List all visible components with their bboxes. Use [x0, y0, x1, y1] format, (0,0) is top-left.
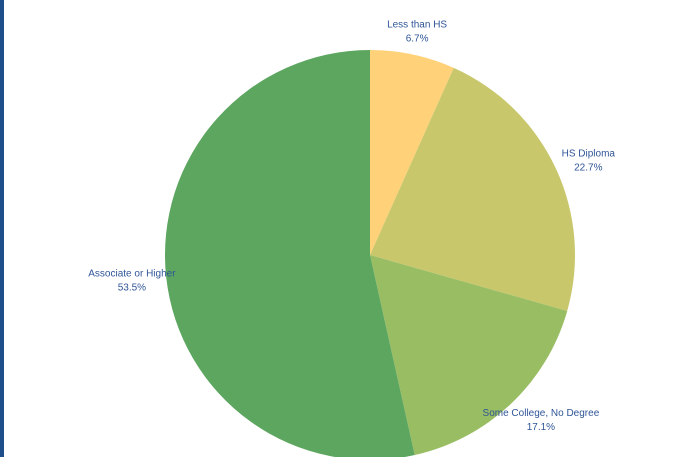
slice-category-label: Associate or Higher — [88, 269, 176, 280]
slice-percent-label: 22.7% — [574, 163, 602, 174]
slice-category-label: Some College, No Degree — [483, 408, 600, 419]
pie-slices — [164, 50, 576, 457]
pie-slice-associate-or-higher — [164, 50, 415, 457]
pie-slice-less-than-hs — [370, 50, 454, 255]
slice-percent-label: 6.7% — [406, 34, 429, 45]
slice-category-label: Less than HS — [387, 20, 447, 31]
left-border — [0, 0, 4, 457]
pie-labels: Less than HS 6.7% HS Diploma 22.7% Some Coll… — [88, 20, 615, 433]
slice-percent-label: 53.5% — [118, 283, 146, 294]
slice-category-label: HS Diploma — [562, 149, 616, 160]
pie-slice-some-college-no-degree — [370, 255, 568, 456]
pie-slice-hs-diploma — [370, 67, 576, 311]
slice-percent-label: 17.1% — [527, 422, 555, 433]
